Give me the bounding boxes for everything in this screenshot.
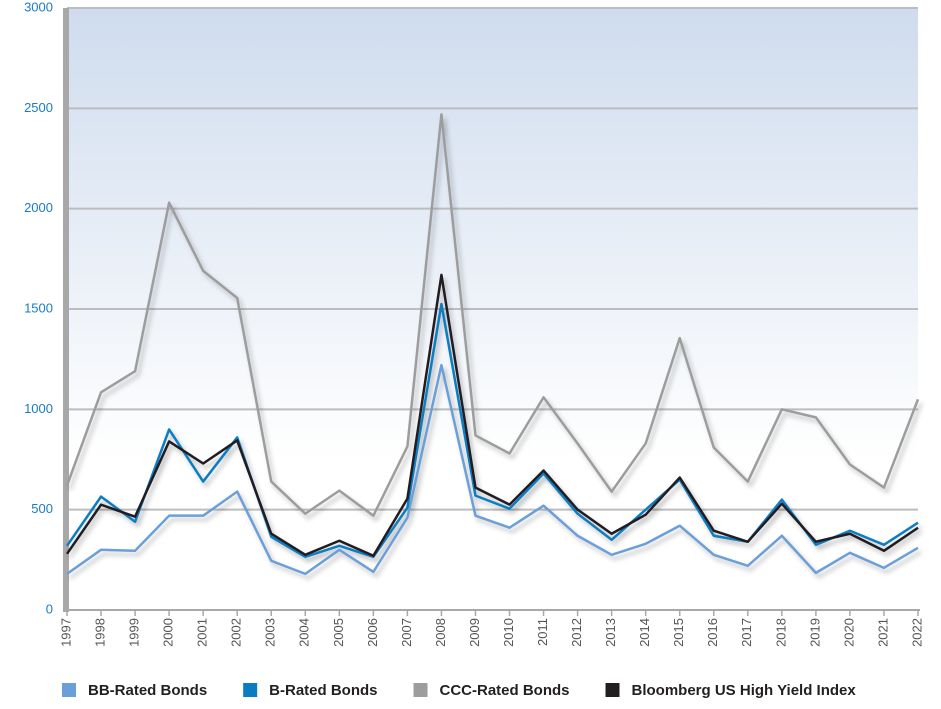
x-tick-label: 1998 xyxy=(92,618,107,647)
x-tick-label: 2022 xyxy=(909,618,924,647)
x-tick-label: 2002 xyxy=(229,618,244,647)
x-tick-label: 2003 xyxy=(263,618,278,647)
x-tick-label: 2009 xyxy=(467,618,482,647)
x-tick-label: 2000 xyxy=(161,618,176,647)
lines xyxy=(65,113,920,576)
x-tick-label: 2007 xyxy=(399,618,414,647)
series-line xyxy=(65,273,919,558)
y-tick-label: 1500 xyxy=(24,300,53,315)
legend-swatch xyxy=(605,683,620,697)
x-tick-label: 2006 xyxy=(365,618,380,647)
y-tick-label: 2000 xyxy=(24,200,53,215)
legend: BB-Rated Bonds B-Rated Bonds CCC-Rated Bon… xyxy=(62,682,856,699)
x-tick-label: 2017 xyxy=(739,618,754,647)
x-tick-label: 2011 xyxy=(535,618,550,646)
x-tick-label: 2004 xyxy=(297,618,312,647)
x-tick-label: 2014 xyxy=(637,618,652,647)
x-tick-label: 1999 xyxy=(127,618,142,647)
legend-swatch xyxy=(413,683,428,697)
y-axis xyxy=(63,8,69,612)
legend-label: CCC-Rated Bonds xyxy=(440,682,570,699)
x-tick-label: 2021 xyxy=(875,618,890,647)
x-tick-label: 2015 xyxy=(671,618,686,647)
legend-swatch xyxy=(62,683,76,697)
legend-swatch xyxy=(243,683,258,697)
legend-label: BB-Rated Bonds xyxy=(88,682,207,699)
series-line xyxy=(66,363,919,576)
x-tick-label: 1997 xyxy=(58,618,73,647)
x-tick-label: 2012 xyxy=(569,618,584,647)
series-line xyxy=(65,302,919,559)
legend-label: Bloomberg US High Yield Index xyxy=(632,682,857,699)
x-tick-label: 2019 xyxy=(807,618,822,647)
x-tick-label: 2010 xyxy=(501,618,516,647)
y-tick-label: 3000 xyxy=(24,0,53,14)
x-tick-label: 2020 xyxy=(841,618,856,647)
x-tick-label: 2018 xyxy=(773,618,788,647)
labels: 0 500 1000 1500 2000 2500 3000 1997 1998 1999 2000… xyxy=(24,0,924,647)
x-tick-label: 2008 xyxy=(433,618,448,647)
x-tick-label: 2016 xyxy=(705,618,720,647)
y-tick-label: 500 xyxy=(31,501,53,516)
x-tick-label: 2001 xyxy=(195,618,210,647)
x-tick-label: 2005 xyxy=(331,618,346,647)
y-tick-label: 2500 xyxy=(24,100,53,115)
y-tick-label: 1000 xyxy=(24,401,53,416)
legend-label: B-Rated Bonds xyxy=(269,682,377,699)
x-tick-label: 2013 xyxy=(603,618,618,647)
y-tick-label: 0 xyxy=(46,601,53,616)
series-line xyxy=(65,113,920,517)
